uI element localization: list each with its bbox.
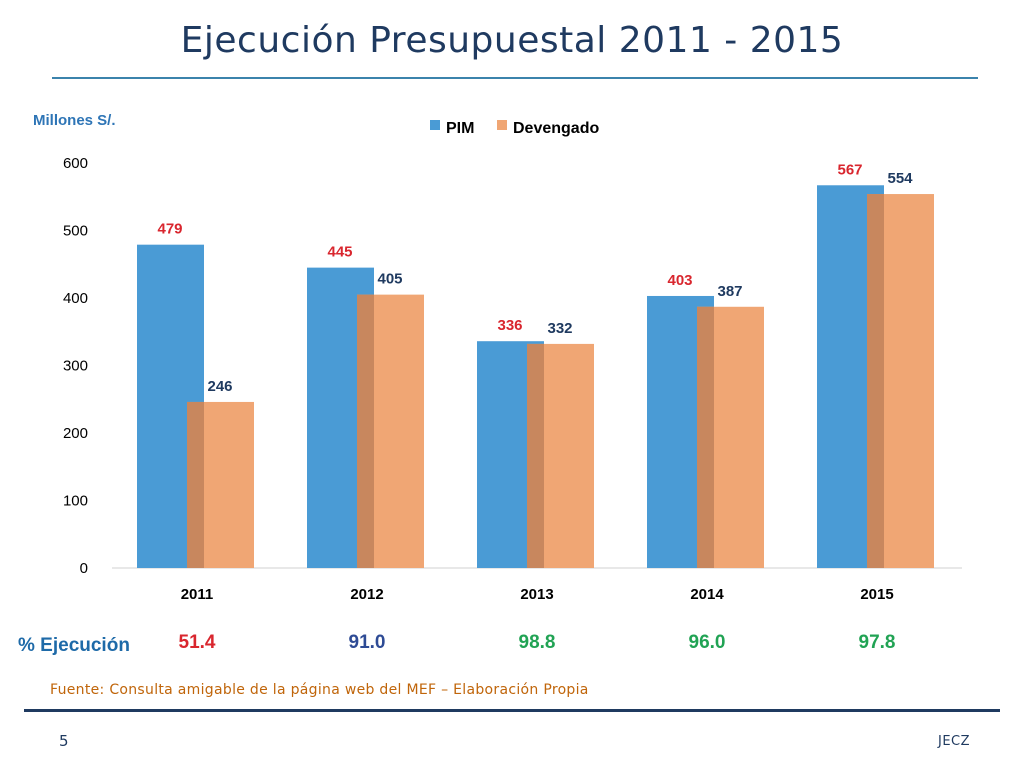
author-initials: JECZ xyxy=(938,734,971,749)
data-label-pim: 403 xyxy=(667,272,692,289)
legend-swatch-pim xyxy=(430,120,440,130)
execution-percent-value: 97.8 xyxy=(858,632,896,653)
data-label-devengado: 246 xyxy=(207,378,232,395)
legend-swatch-devengado xyxy=(497,120,507,130)
execution-percent-value: 98.8 xyxy=(518,632,556,653)
x-tick-label: 2012 xyxy=(350,586,383,603)
title-divider xyxy=(52,77,978,79)
data-label-devengado: 332 xyxy=(547,320,572,337)
bar-overlap xyxy=(697,306,714,568)
data-label-devengado: 387 xyxy=(717,283,742,300)
legend-label-pim: PIM xyxy=(446,120,474,137)
bar-overlap xyxy=(187,401,204,568)
bar-overlap xyxy=(867,194,884,569)
execution-percent-value: 91.0 xyxy=(348,632,386,653)
data-label-pim: 479 xyxy=(157,221,182,238)
data-label-devengado: 405 xyxy=(377,271,402,288)
legend-label-devengado: Devengado xyxy=(513,120,599,137)
bar-chart: 0 100 200 300 400 500 600 479 246 2011 445 405 2012 3… xyxy=(63,120,962,603)
x-tick-label: 2011 xyxy=(181,586,214,603)
data-label-pim: 567 xyxy=(837,161,862,178)
x-tick-label: 2015 xyxy=(860,586,893,603)
footer-divider xyxy=(24,709,1000,712)
execution-percent-value: 51.4 xyxy=(178,632,216,653)
y-tick-label: 300 xyxy=(63,358,88,375)
y-tick-label: 200 xyxy=(63,425,88,442)
y-tick-label: 100 xyxy=(63,493,88,510)
bar-overlap xyxy=(357,294,374,568)
slide-title: Ejecución Presupuestal 2011 - 2015 xyxy=(180,20,844,61)
x-tick-label: 2014 xyxy=(690,586,724,603)
x-tick-label: 2013 xyxy=(520,586,553,603)
source-note: Fuente: Consulta amigable de la página w… xyxy=(50,682,589,698)
y-tick-label: 500 xyxy=(63,223,88,240)
execution-percent-title: % Ejecución xyxy=(18,635,130,656)
data-label-pim: 445 xyxy=(327,244,352,261)
slide-number: 5 xyxy=(59,732,69,750)
bar-overlap xyxy=(527,343,544,568)
data-label-pim: 336 xyxy=(497,317,522,334)
y-tick-label: 0 xyxy=(80,560,88,577)
execution-percent-value: 96.0 xyxy=(688,632,726,653)
y-tick-label: 400 xyxy=(63,290,88,307)
y-tick-label: 600 xyxy=(63,155,88,172)
data-label-devengado: 554 xyxy=(887,170,913,187)
units-label: Millones S/. xyxy=(33,112,116,129)
